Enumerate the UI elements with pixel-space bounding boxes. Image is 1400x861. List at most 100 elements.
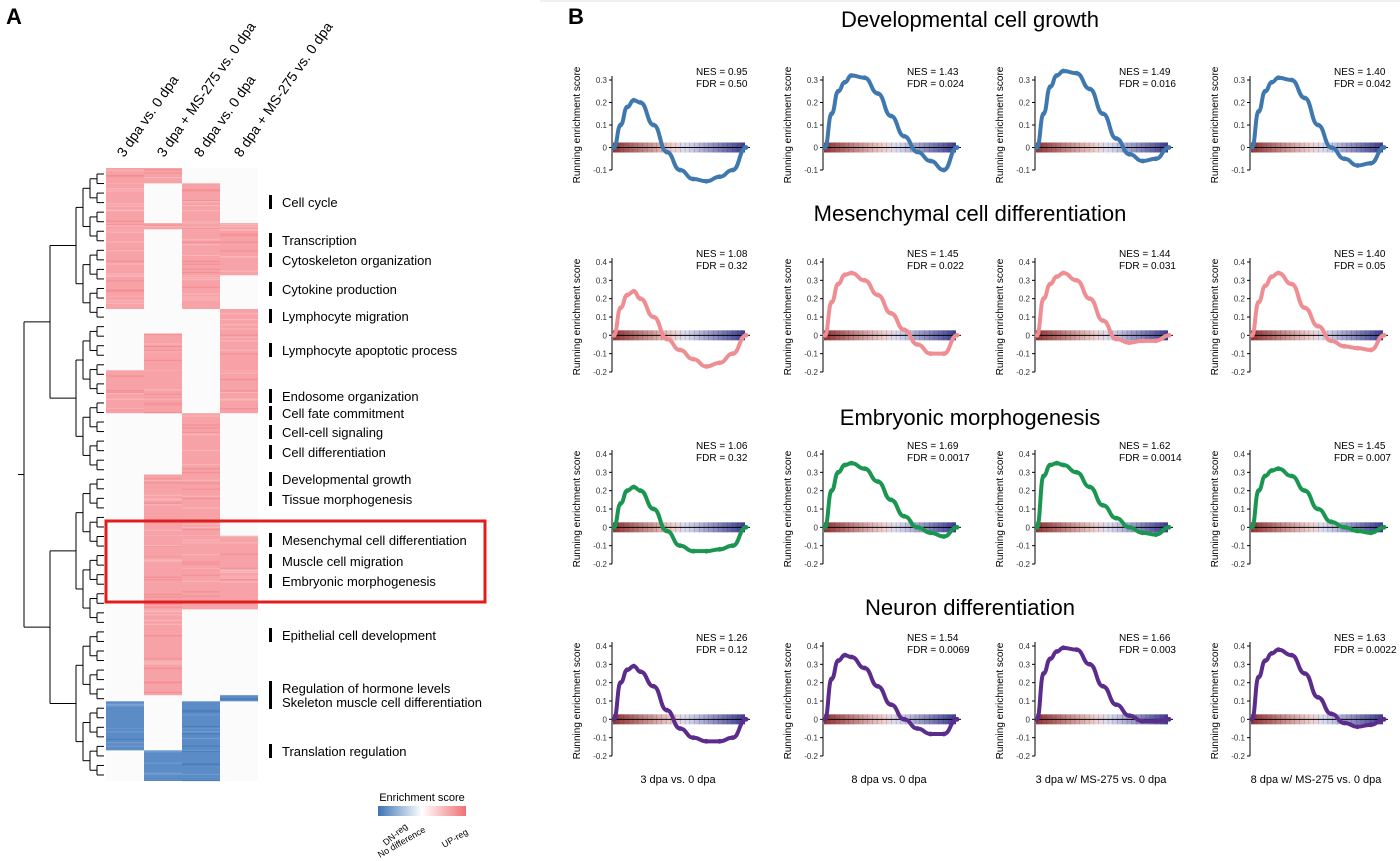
heatmap-stripe bbox=[144, 576, 182, 578]
gsea-y-tick-label: 0.1 bbox=[1019, 697, 1031, 706]
heatmap-stripe bbox=[182, 244, 220, 246]
gsea-data-point bbox=[1153, 532, 1159, 538]
gsea-y-tick-label: 0 bbox=[1026, 144, 1031, 153]
gsea-data-point bbox=[1153, 338, 1159, 344]
heatmap-stripe bbox=[182, 779, 220, 782]
term-label: Cytoskeleton organization bbox=[282, 253, 432, 268]
gsea-y-tick-label: 0.2 bbox=[1234, 487, 1246, 496]
gsea-data-point bbox=[1127, 340, 1132, 346]
heatmap-stripe bbox=[220, 567, 258, 569]
gsea-data-point bbox=[690, 176, 696, 182]
gsea-data-point bbox=[1249, 145, 1255, 150]
heatmap-stripe bbox=[220, 334, 258, 336]
gsea-data-point bbox=[1249, 716, 1255, 722]
gsea-condition-label: 8 dpa w/ MS-275 vs. 0 dpa bbox=[1251, 774, 1383, 786]
gsea-condition-label: 3 dpa vs. 0 dpa bbox=[640, 774, 716, 786]
heatmap-stripe bbox=[220, 542, 258, 544]
heatmap-cell bbox=[182, 223, 220, 230]
heatmap-stripe bbox=[182, 482, 220, 484]
heatmap-stripe bbox=[220, 398, 258, 400]
gsea-y-tick-label: 0 bbox=[1026, 331, 1031, 340]
heatmap-stripe bbox=[182, 468, 220, 470]
heatmap-stripe bbox=[106, 289, 144, 291]
heatmap-stripe bbox=[182, 709, 220, 712]
gsea-data-point bbox=[638, 488, 643, 494]
gsea-y-label: Running enrichment score bbox=[995, 450, 1006, 567]
gsea-y-tick-label: -0.2 bbox=[593, 752, 607, 761]
heatmap-cell bbox=[144, 370, 182, 414]
gsea-y-label: Running enrichment score bbox=[1210, 450, 1221, 567]
gsea-data-point bbox=[1328, 519, 1334, 525]
heatmap-stripe bbox=[220, 535, 258, 538]
gsea-data-point bbox=[631, 288, 637, 294]
gsea-y-tick-label: -0.1 bbox=[1016, 542, 1030, 551]
heatmap-stripe bbox=[182, 488, 220, 490]
gsea-data-point bbox=[1074, 647, 1079, 653]
gsea-y-tick-label: 0.3 bbox=[596, 76, 608, 85]
heatmap-stripe bbox=[182, 271, 220, 274]
gsea-y-tick-label: 0.1 bbox=[1019, 505, 1031, 514]
heatmap-stripe bbox=[106, 190, 144, 192]
term-label: Cell fate commitment bbox=[282, 406, 404, 421]
heatmap-stripe bbox=[220, 250, 258, 252]
gsea-data-point bbox=[1342, 343, 1347, 349]
gsea-data-point bbox=[849, 654, 854, 660]
heatmap-stripe bbox=[182, 497, 220, 500]
gsea-data-point bbox=[1087, 86, 1093, 92]
gsea-y-tick-label: 0.1 bbox=[596, 697, 608, 706]
gsea-data-point bbox=[664, 336, 670, 342]
term-bar bbox=[269, 406, 272, 420]
gsea-data-point bbox=[862, 277, 867, 283]
heatmap-stripe bbox=[182, 190, 220, 192]
gsea-y-tick-label: -0.2 bbox=[1231, 752, 1245, 761]
heatmap-stripe bbox=[182, 210, 220, 212]
gsea-y-tick-label: -0.1 bbox=[593, 350, 607, 359]
gsea-fdr-label: FDR = 0.016 bbox=[1119, 79, 1176, 90]
term-bar bbox=[269, 472, 272, 486]
gsea-y-tick-label: 0.1 bbox=[1234, 121, 1246, 130]
gsea-y-tick-label: 0.4 bbox=[1234, 450, 1246, 459]
gsea-nes-label: NES = 1.06 bbox=[696, 441, 748, 452]
gsea-data-point bbox=[651, 314, 656, 320]
heatmap-stripe bbox=[182, 277, 220, 279]
gsea-y-tick-label: 0 bbox=[814, 715, 819, 724]
gsea-data-point bbox=[1368, 722, 1374, 728]
gsea-data-point bbox=[1061, 462, 1066, 468]
gsea-data-point bbox=[1166, 524, 1172, 530]
gsea-data-point bbox=[875, 292, 881, 298]
gsea-data-point bbox=[1256, 109, 1261, 114]
gsea-fdr-label: FDR = 0.0022 bbox=[1334, 645, 1397, 656]
gsea-data-point bbox=[1262, 473, 1268, 479]
gsea-data-point bbox=[875, 91, 881, 96]
heatmap-stripe bbox=[144, 603, 182, 605]
gsea-nes-label: NES = 1.45 bbox=[1334, 441, 1386, 452]
heatmap-stripe bbox=[220, 578, 258, 581]
gsea-data-point bbox=[1127, 151, 1132, 157]
heatmap-stripe bbox=[144, 663, 182, 665]
term-bar bbox=[269, 628, 272, 642]
heatmap-stripe bbox=[144, 593, 182, 596]
gsea-data-point bbox=[1047, 281, 1053, 287]
heatmap-stripe bbox=[106, 220, 144, 222]
gsea-y-label: Running enrichment score bbox=[995, 258, 1006, 375]
term-label: Skeleton muscle cell differentiation bbox=[282, 695, 482, 710]
heatmap-stripe bbox=[144, 169, 182, 171]
gsea-data-point bbox=[1315, 122, 1321, 128]
heatmap-stripe bbox=[106, 731, 144, 733]
gsea-data-point bbox=[928, 530, 933, 536]
heatmap-stripe bbox=[144, 343, 182, 345]
gsea-data-point bbox=[1087, 296, 1093, 302]
gsea-nes-label: NES = 1.49 bbox=[1119, 67, 1171, 78]
heatmap-stripe bbox=[144, 333, 182, 336]
gsea-y-tick-label: 0.3 bbox=[1234, 276, 1246, 285]
heatmap-stripe bbox=[144, 623, 182, 625]
gsea-y-tick-label: -0.1 bbox=[804, 542, 818, 551]
heatmap-stripe bbox=[182, 574, 220, 576]
gsea-data-point bbox=[1342, 156, 1347, 162]
gsea-y-tick-label: 0.4 bbox=[1019, 450, 1031, 459]
gsea-y-label: Running enrichment score bbox=[572, 258, 583, 375]
heatmap-stripe bbox=[220, 349, 258, 351]
heatmap-stripe bbox=[182, 714, 220, 716]
gsea-y-tick-label: 0.4 bbox=[596, 450, 608, 459]
